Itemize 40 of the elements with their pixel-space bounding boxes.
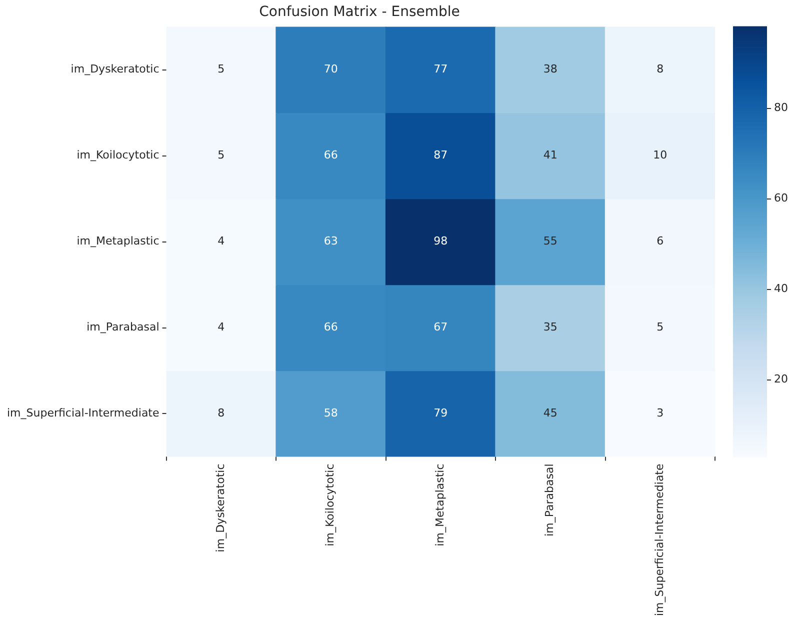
data-label: 5 [218,62,225,76]
color-bar-label: 80 [774,101,788,114]
data-label: 98 [434,234,448,248]
color-bar-label: 20 [774,372,788,386]
data-label: 77 [434,62,448,76]
data-label: 6 [656,234,664,248]
color-bar-label: 60 [774,192,788,205]
x-tick-label: im_Metaplastic [433,464,446,546]
data-label: 8 [218,406,225,420]
data-label: 66 [324,320,338,334]
x-tick-label: im_Parabasal [543,464,556,536]
x-tick-label: im_Koilocytotic [324,464,337,546]
data-label: 70 [324,62,338,76]
y-tick-label: im_Metaplastic [76,234,160,248]
data-label: 38 [543,62,558,76]
x-tick-label: im_Dyskeratotic [214,464,227,552]
data-label: 55 [543,234,558,248]
data-label: 10 [653,148,668,162]
data-label: 79 [434,406,448,420]
data-label: 35 [543,320,558,334]
data-label: 4 [218,234,225,248]
data-label: 5 [656,320,664,334]
data-label: 45 [543,406,558,420]
data-label: 3 [656,406,664,420]
color-bar-label: 40 [774,282,788,296]
y-tick-label: im_Dyskeratotic [70,62,160,76]
y-tick-label: im_Koilocytotic [76,148,160,162]
chart-title: Confusion Matrix - Ensemble [259,4,460,20]
x-tick-label: im_Superficial-Intermediate [652,464,666,616]
y-tick-label: im_Superficial-Intermediate [7,406,160,420]
y-tick-label: im_Parabasal [86,320,160,334]
data-label: 63 [324,234,338,248]
data-label: 8 [656,62,664,76]
data-label: 67 [434,320,448,334]
data-label: 4 [218,320,225,334]
data-label: 5 [218,148,225,162]
data-label: 41 [543,148,558,162]
data-label: 58 [324,406,338,420]
data-label: 87 [434,148,448,162]
data-label: 66 [324,148,338,162]
